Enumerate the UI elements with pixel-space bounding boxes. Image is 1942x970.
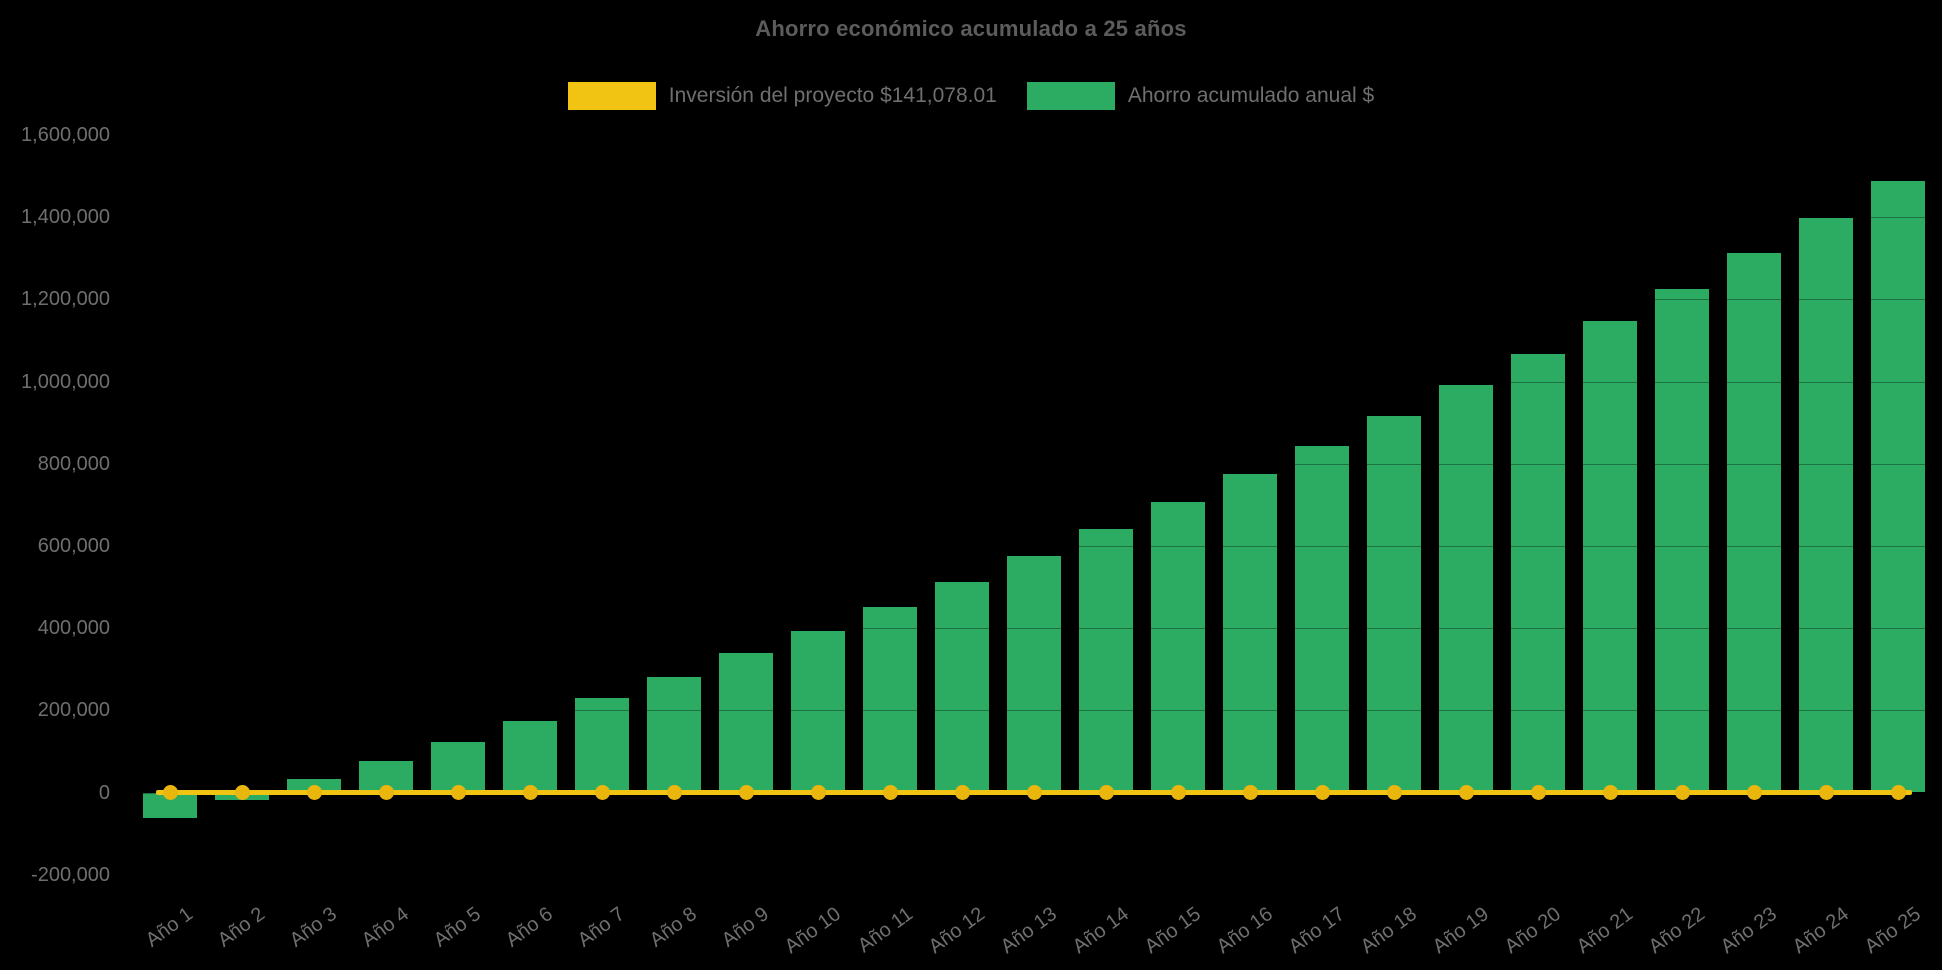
investment-line-marker-icon (1530, 785, 1546, 800)
investment-line-marker-icon (1386, 785, 1402, 800)
investment-line-marker-icon (234, 785, 250, 800)
bar-año-14 (1079, 529, 1133, 793)
legend-label-investment: Inversión del proyecto $141,078.01 (668, 84, 997, 107)
bar-año-18 (1367, 416, 1421, 793)
investment-line-marker-icon (1890, 785, 1906, 800)
bar-año-22 (1655, 288, 1709, 793)
gridline (134, 628, 1934, 630)
bar-año-10 (791, 631, 845, 793)
bar-año-11 (863, 606, 917, 793)
investment-line-marker-icon (594, 785, 610, 800)
bar-año-12 (935, 581, 989, 793)
chart-title: Ahorro económico acumulado a 25 años (755, 16, 1187, 41)
gridline (134, 217, 1934, 219)
bar-año-19 (1439, 385, 1493, 793)
bar-año-25 (1871, 180, 1925, 793)
legend-item-investment: Inversión del proyecto $141,078.01 (567, 82, 997, 110)
bar-año-23 (1727, 253, 1781, 793)
bar-año-7 (575, 698, 629, 793)
investment-line-marker-icon (666, 785, 682, 800)
investment-line-marker-icon (1458, 785, 1474, 800)
bar-año-16 (1223, 474, 1277, 793)
gridline (134, 381, 1934, 383)
legend-swatch-investment-icon (567, 82, 656, 110)
investment-line-marker-icon (1314, 785, 1330, 800)
gridline (134, 874, 1934, 876)
gridline (134, 710, 1934, 712)
y-tick-label: 200,000 (37, 699, 110, 722)
y-tick-label: 400,000 (37, 617, 110, 640)
bar-año-5 (431, 741, 485, 793)
legend-swatch-savings-icon (1026, 82, 1115, 110)
y-tick-label: -200,000 (31, 863, 110, 886)
bar-año-21 (1583, 321, 1637, 793)
gridline (134, 463, 1934, 465)
y-tick-label: 600,000 (37, 534, 110, 557)
legend-label-savings: Ahorro acumulado anual $ (1127, 84, 1375, 107)
bar-año-8 (647, 676, 701, 793)
investment-line-marker-icon (522, 785, 538, 800)
gridline (134, 299, 1934, 301)
legend-item-savings: Ahorro acumulado anual $ (1026, 82, 1375, 110)
investment-line-marker-icon (1242, 785, 1258, 800)
investment-line-marker-icon (1818, 785, 1834, 800)
bar-año-15 (1151, 502, 1205, 793)
y-tick-label: 1,400,000 (21, 206, 110, 229)
bar-año-13 (1007, 556, 1061, 793)
legend: Inversión del proyecto $141,078.01 Ahorr… (0, 82, 1942, 110)
y-tick-label: 1,600,000 (21, 123, 110, 146)
investment-line-marker-icon (1746, 785, 1762, 800)
investment-line-marker-icon (1674, 785, 1690, 800)
y-tick-label: 0 (98, 781, 110, 804)
investment-line-marker-icon (882, 785, 898, 800)
investment-line-marker-icon (306, 785, 322, 800)
investment-line-marker-icon (810, 785, 826, 800)
y-tick-label: 1,000,000 (21, 370, 110, 393)
y-tick-label: 800,000 (37, 452, 110, 475)
gridline (134, 134, 1934, 136)
investment-line-marker-icon (162, 785, 178, 800)
gridline (134, 545, 1934, 547)
investment-line-marker-icon (450, 785, 466, 800)
bar-año-6 (503, 720, 557, 793)
investment-line-marker-icon (1170, 785, 1186, 800)
investment-line-marker-icon (1026, 785, 1042, 800)
investment-line-marker-icon (954, 785, 970, 800)
investment-line-marker-icon (1098, 785, 1114, 800)
investment-line-marker-icon (1602, 785, 1618, 800)
bar-año-9 (719, 653, 773, 793)
bar-año-24 (1799, 217, 1853, 793)
y-tick-label: 1,200,000 (21, 288, 110, 311)
bar-año-17 (1295, 445, 1349, 793)
investment-line-marker-icon (738, 785, 754, 800)
bar-año-20 (1511, 354, 1565, 793)
investment-line-marker-icon (378, 785, 394, 800)
